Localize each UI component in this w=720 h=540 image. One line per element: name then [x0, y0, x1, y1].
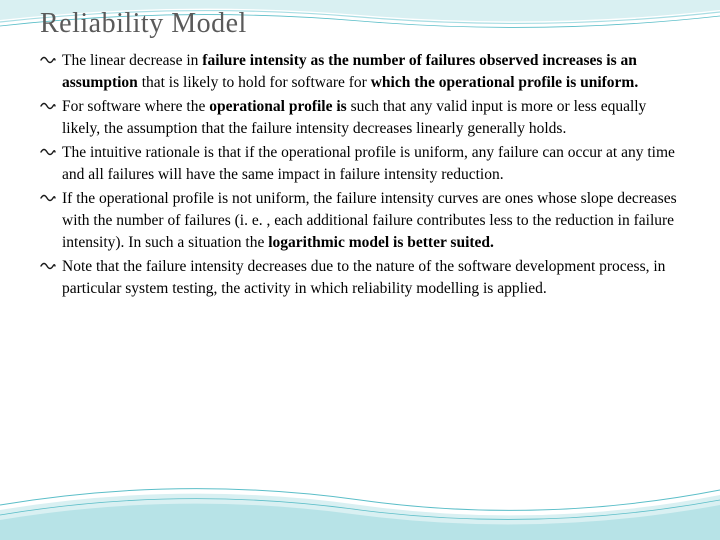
bullet-text: Note that the failure intensity decrease… [62, 258, 665, 297]
slide-content: Reliability Model The linear decrease in… [0, 0, 720, 322]
swirl-bullet-icon [40, 100, 56, 112]
wave-bottom-line-1 [0, 489, 720, 511]
bullet-item: The linear decrease in failure intensity… [40, 50, 680, 94]
bullet-item: If the operational profile is not unifor… [40, 188, 680, 254]
bullet-text: For software where the operational profi… [62, 98, 646, 137]
swirl-bullet-icon [40, 192, 56, 204]
swirl-bullet-icon [40, 260, 56, 272]
wave-bottom-fill-mid [0, 504, 720, 540]
bullet-text: If the operational profile is not unifor… [62, 190, 677, 251]
wave-decoration-bottom [0, 470, 720, 540]
bullet-text: The intuitive rationale is that if the o… [62, 144, 675, 183]
bullet-item: The intuitive rationale is that if the o… [40, 142, 680, 186]
wave-bottom-fill-light [0, 494, 720, 540]
wave-bottom-line-2 [0, 499, 720, 520]
bullet-list: The linear decrease in failure intensity… [40, 50, 680, 300]
bullet-item: Note that the failure intensity decrease… [40, 256, 680, 300]
bullet-item: For software where the operational profi… [40, 96, 680, 140]
slide-title: Reliability Model [40, 8, 680, 40]
bullet-text: The linear decrease in failure intensity… [62, 52, 638, 91]
swirl-bullet-icon [40, 146, 56, 158]
swirl-bullet-icon [40, 54, 56, 66]
